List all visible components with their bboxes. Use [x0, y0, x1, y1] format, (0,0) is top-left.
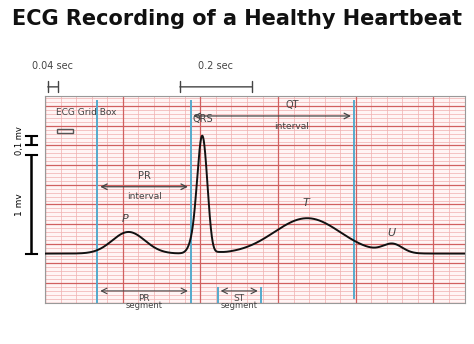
Text: segment: segment — [126, 301, 163, 310]
Text: ECG Grid Box: ECG Grid Box — [56, 108, 117, 117]
Text: ECG Recording of a Healthy Heartbeat: ECG Recording of a Healthy Heartbeat — [12, 9, 462, 29]
Text: U: U — [388, 228, 396, 238]
Text: segment: segment — [221, 301, 258, 310]
Text: P: P — [121, 214, 128, 224]
Text: PR: PR — [137, 171, 151, 181]
Bar — [57, 129, 73, 133]
Text: T: T — [303, 198, 310, 208]
Text: interval: interval — [274, 122, 309, 131]
Text: QRS: QRS — [192, 114, 213, 124]
Text: 1 mv: 1 mv — [15, 193, 24, 216]
Text: 0,1 mv: 0,1 mv — [15, 126, 24, 155]
Text: 0.2 sec: 0.2 sec — [199, 61, 233, 72]
Text: PR: PR — [138, 294, 150, 303]
Text: 0.04 sec: 0.04 sec — [32, 61, 73, 72]
Text: ST: ST — [234, 294, 245, 303]
Text: QT: QT — [285, 100, 299, 110]
Text: interval: interval — [127, 192, 162, 201]
